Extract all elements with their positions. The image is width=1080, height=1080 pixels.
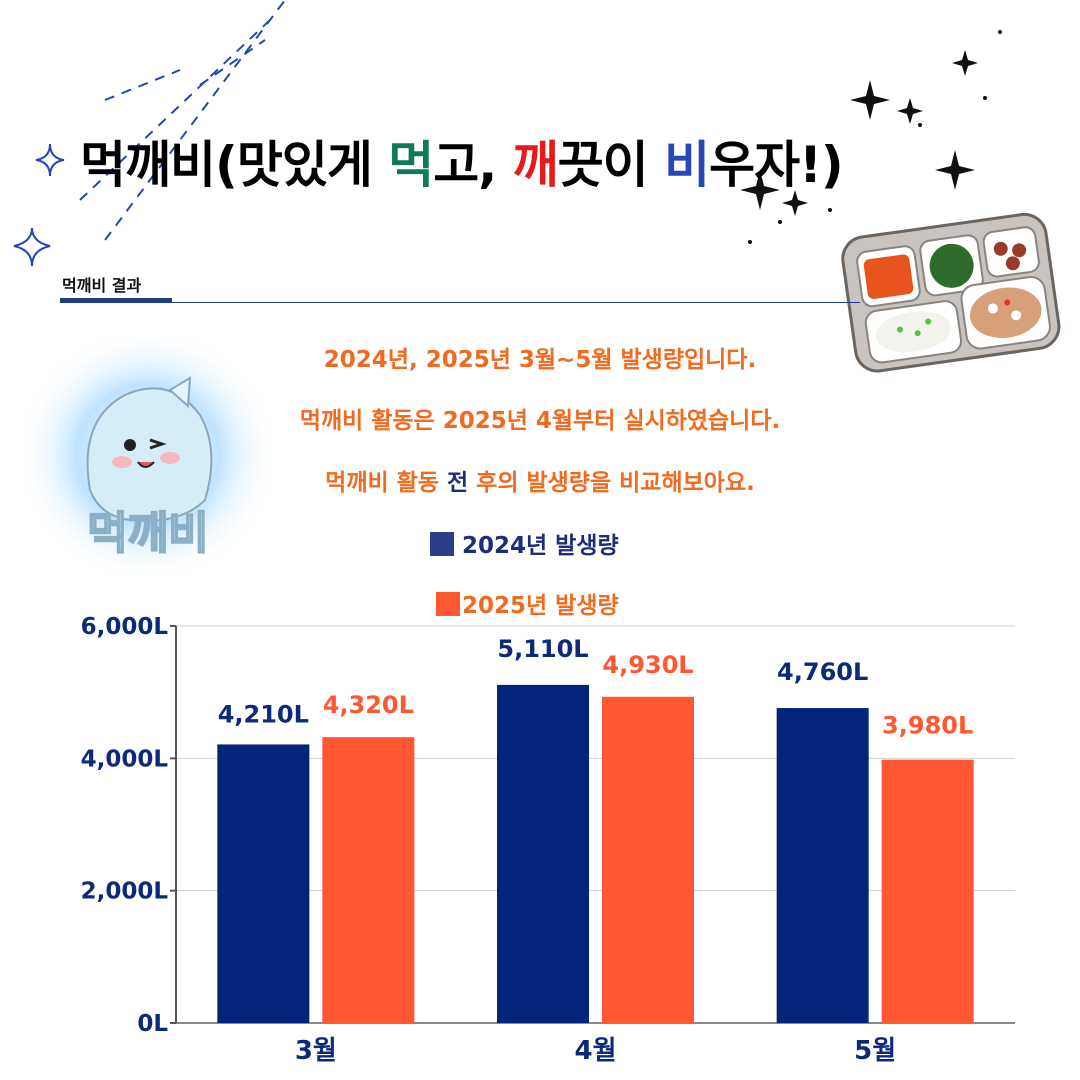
section-label: 먹깨비 결과 (62, 276, 142, 295)
lunch-tray-icon (841, 212, 1061, 373)
legend-swatch-2024 (430, 532, 454, 556)
data-label-2024: 4,210L (218, 700, 309, 728)
chart-gridlines (170, 625, 1015, 1024)
bar-2025 (881, 759, 974, 1023)
description-line-1: 2024년, 2025년 3월~5월 발생량입니다. (323, 347, 757, 373)
y-tick-label: 0L (137, 1011, 168, 1037)
bar-2024 (776, 708, 869, 1023)
section-underline-accent (60, 298, 172, 303)
data-label-2024: 4,760L (777, 658, 868, 686)
section-divider (60, 302, 860, 303)
bar-2024 (497, 684, 589, 1023)
legend-swatch-2025 (436, 592, 460, 616)
sparkle-icon (740, 30, 1002, 244)
chart-bars (217, 684, 974, 1023)
y-tick-label: 2,000L (81, 879, 169, 905)
legend-item-2025: 2025년 발생량 (436, 586, 619, 620)
data-label-2024: 5,110L (497, 635, 588, 663)
description-line-3: 먹깨비 활동 전 후의 발생량을 비교해보아요. (325, 470, 755, 496)
description-line-2: 먹깨비 활동은 2025년 4월부터 실시하였습니다. (299, 408, 781, 434)
chart-labels: 0L 2,000L 4,000L 6,000L 4,210L 4,320L 3월 5,110L… (81, 614, 974, 1066)
dashed-lines-icon (79, 0, 286, 241)
sparkle-icon (13, 143, 65, 267)
mascot-text: 먹깨비 (87, 508, 208, 559)
bar-2025 (602, 696, 694, 1023)
x-tick-label: 5월 (854, 1036, 896, 1066)
x-tick-label: 3월 (295, 1036, 337, 1066)
x-tick-label: 4월 (574, 1036, 616, 1066)
mascot-illustration: 먹깨비 (30, 340, 265, 570)
legend-item-2024: 2024년 발생량 (430, 526, 619, 560)
y-tick-label: 6,000L (81, 614, 169, 640)
legend-label-2024: 2024년 발생량 (462, 533, 619, 559)
bar-2025 (322, 737, 415, 1023)
data-label-2025: 3,980L (882, 712, 973, 740)
legend-label-2025: 2025년 발생량 (462, 593, 619, 619)
data-label-2025: 4,320L (323, 691, 414, 719)
bar-2024 (217, 744, 310, 1023)
page-title: 먹깨비(맛있게 먹고, 깨끗이 비우자!) (80, 136, 844, 194)
y-tick-label: 4,000L (81, 746, 169, 772)
data-label-2025: 4,930L (602, 651, 693, 679)
